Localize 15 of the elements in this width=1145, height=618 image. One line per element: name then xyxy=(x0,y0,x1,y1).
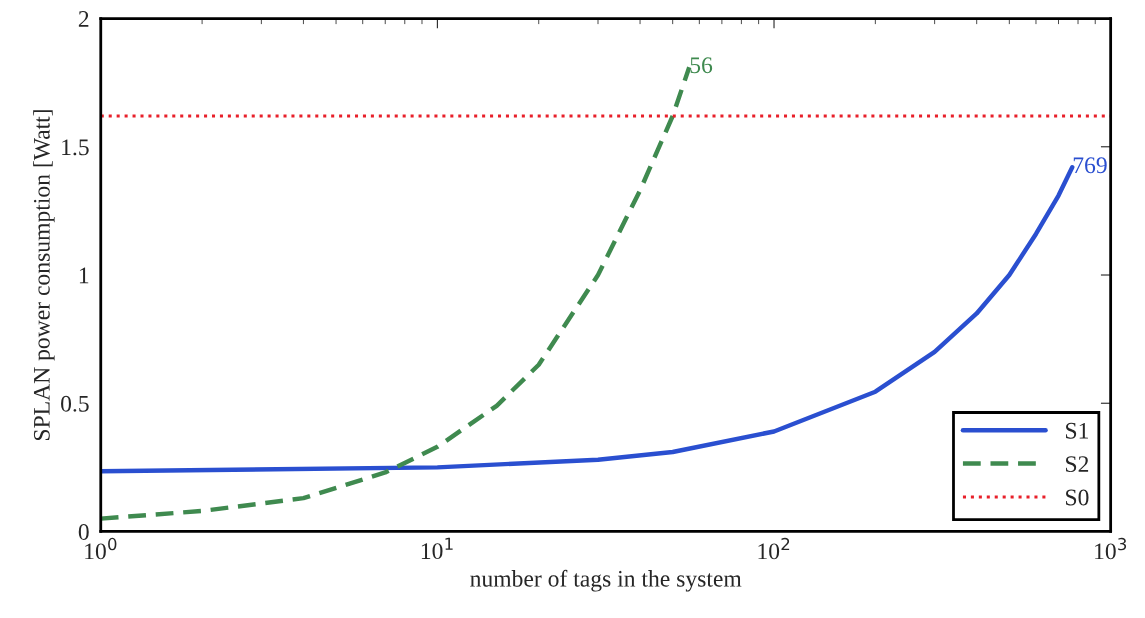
y-tick-label: 0.5 xyxy=(61,395,89,412)
x-axis-title: number of tags in the system xyxy=(470,569,742,592)
legend-label: S2 xyxy=(1066,456,1089,473)
y-axis-title: SPLAN power consumption [Watt] xyxy=(33,110,55,441)
y-tick-label: 1 xyxy=(79,267,89,284)
x-tick-label: 10$^{2}$ xyxy=(758,537,790,560)
annotation: 56 xyxy=(690,57,713,74)
legend-label: S0 xyxy=(1066,489,1089,506)
y-tick-label: 2 xyxy=(78,11,89,27)
annotation: 769 xyxy=(1073,157,1107,174)
y-tick-label: 1.5 xyxy=(62,139,89,156)
legend-label: S1 xyxy=(1066,422,1088,439)
x-tick-label: 10$^{1}$ xyxy=(421,537,453,560)
y-tick-label: 0 xyxy=(78,523,89,540)
x-tick-label: 10$^{3}$ xyxy=(1095,537,1127,560)
